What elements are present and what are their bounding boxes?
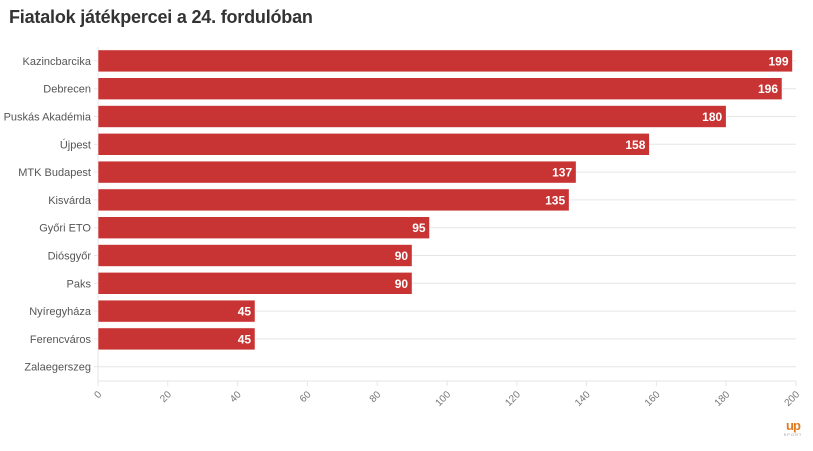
category-label: Zalaegerszeg: [24, 362, 91, 374]
value-label: 90: [395, 249, 409, 263]
category-label: Debrecen: [43, 84, 91, 96]
value-label: 158: [625, 138, 645, 152]
bar: [97, 188, 570, 212]
x-tick-label: 20: [158, 389, 174, 405]
category-label: Ferencváros: [30, 334, 92, 346]
x-tick-label: 80: [368, 389, 384, 405]
x-tick-label: 40: [228, 389, 244, 405]
logo-main-text: up: [786, 418, 801, 433]
x-tick-label: 160: [643, 389, 663, 409]
x-tick-label: 180: [713, 389, 733, 409]
bar: [97, 327, 256, 351]
bar: [97, 133, 650, 156]
category-label: Nyíregyháza: [29, 306, 92, 318]
value-label: 199: [768, 54, 788, 68]
x-tick-label: 100: [434, 389, 454, 409]
x-tick-label: 200: [783, 389, 803, 409]
bar: [97, 216, 430, 239]
bar: [97, 49, 793, 73]
bar: [97, 160, 577, 184]
category-label: Újpest: [60, 138, 91, 151]
x-tick-label: 0: [92, 389, 104, 401]
category-label: Diósgyőr: [48, 251, 92, 263]
value-label: 135: [545, 193, 565, 207]
x-tick-label: 140: [573, 389, 593, 409]
bar: [97, 271, 413, 295]
bar: [97, 299, 256, 323]
category-label: Paks: [67, 278, 92, 290]
chart-title: Fiatalok játékpercei a 24. fordulóban: [9, 7, 313, 27]
category-label: Kisvárda: [48, 195, 92, 207]
value-label: 90: [395, 277, 409, 291]
bar: [97, 77, 783, 100]
value-label: 196: [758, 82, 778, 96]
value-label: 180: [702, 110, 722, 124]
x-tick-label: 60: [298, 389, 314, 405]
category-label: MTK Budapest: [18, 167, 91, 179]
category-label: Kazincbarcika: [23, 56, 92, 68]
value-label: 45: [238, 332, 252, 346]
bar: [97, 105, 727, 128]
bar: [97, 244, 413, 267]
value-label: 137: [552, 166, 572, 180]
category-label: Győri ETO: [39, 223, 91, 235]
value-label: 45: [238, 305, 252, 319]
up-sport-logo: up SPORT: [780, 418, 806, 438]
value-label: 95: [412, 221, 426, 235]
category-label: Puskás Akadémia: [4, 112, 92, 124]
x-tick-label: 120: [503, 389, 523, 409]
logo-sub-text: SPORT: [783, 432, 803, 437]
